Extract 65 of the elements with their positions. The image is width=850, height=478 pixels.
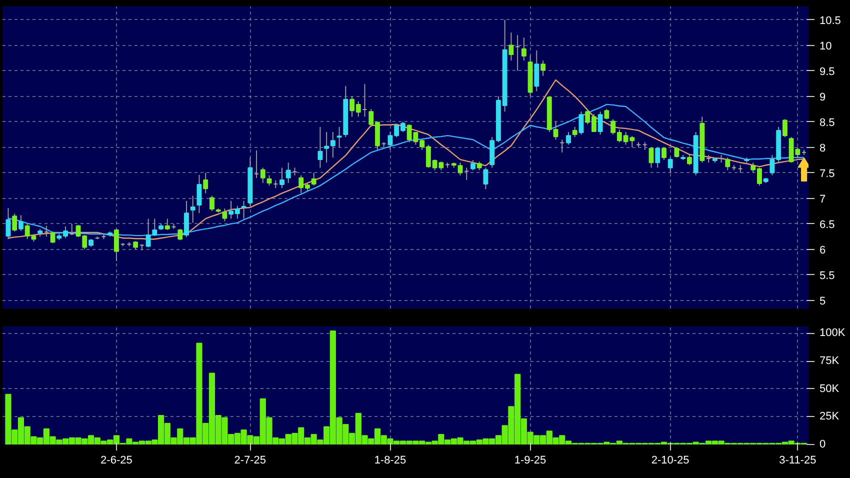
y-tick-label: 8.5: [820, 116, 835, 129]
y-tick-label: 5: [820, 295, 826, 308]
y-tick-label: 10: [820, 40, 832, 52]
x-tick-label: 3-11-25: [779, 454, 816, 466]
candlestick: [190, 195, 196, 224]
candlestick: [521, 37, 526, 62]
y-tick-label: 0: [820, 438, 826, 450]
candlestick: [280, 167, 284, 189]
candlestick: [668, 157, 673, 174]
y-tick-label: 6.5: [820, 218, 835, 231]
x-tick-label: 1-9-25: [514, 454, 546, 466]
candlestick: [648, 146, 654, 168]
candlestick: [184, 200, 189, 238]
candlestick: [311, 172, 316, 186]
x-tick-label: 2-6-25: [100, 454, 132, 466]
y-tick-label: 25K: [820, 410, 840, 423]
y-tick-label: 9.5: [820, 66, 835, 78]
candlestick: [686, 154, 692, 166]
candlestick: [50, 230, 56, 244]
candlestick: [604, 108, 610, 120]
candlestick: [6, 208, 11, 240]
candlestick: [470, 160, 476, 171]
candlestick: [330, 131, 336, 158]
candlestick: [662, 146, 666, 161]
candlestick: [572, 126, 578, 138]
candlestick: [782, 118, 788, 138]
candlestick: [222, 208, 228, 222]
y-tick-label: 50K: [820, 382, 840, 395]
candlestick: [598, 111, 603, 136]
candlestick: [540, 60, 546, 76]
candlestick: [196, 174, 202, 214]
candlestick: [203, 172, 208, 194]
candlestick: [178, 228, 183, 241]
candlestick: [578, 111, 584, 136]
candlestick: [241, 200, 246, 220]
y-tick-label: 8: [820, 142, 826, 154]
candlestick: [725, 157, 730, 171]
x-tick-label: 1-8-25: [374, 454, 406, 466]
candlestick: [534, 50, 540, 92]
y-tick-label: 5.5: [820, 270, 835, 282]
candlestick: [655, 146, 660, 168]
x-tick-label: 2-10-25: [651, 454, 690, 466]
y-tick-label: 100K: [820, 327, 846, 340]
candlestick: [12, 213, 18, 232]
y-tick-label: 6: [820, 244, 826, 256]
candlestick: [114, 228, 119, 262]
candlestick: [674, 146, 680, 158]
x-tick-label: 2-7-25: [234, 454, 266, 466]
y-tick-label: 9: [820, 91, 826, 104]
candlestick: [324, 131, 330, 164]
candlestick: [483, 167, 488, 190]
candlestick: [286, 162, 291, 184]
candlestick: [566, 131, 571, 146]
candlestick: [318, 126, 323, 168]
y-tick-label: 7.5: [820, 168, 835, 180]
candlestick: [18, 214, 24, 232]
y-tick-label: 7: [820, 193, 826, 206]
candlestick: [336, 126, 342, 148]
candlestick: [266, 174, 272, 186]
candlestick: [209, 195, 214, 212]
candlestick: [260, 167, 266, 184]
candlestick: [508, 32, 514, 62]
y-tick-label: 10.5: [820, 14, 841, 27]
candlestick: [164, 218, 170, 230]
y-tick-label: 75K: [820, 355, 840, 368]
